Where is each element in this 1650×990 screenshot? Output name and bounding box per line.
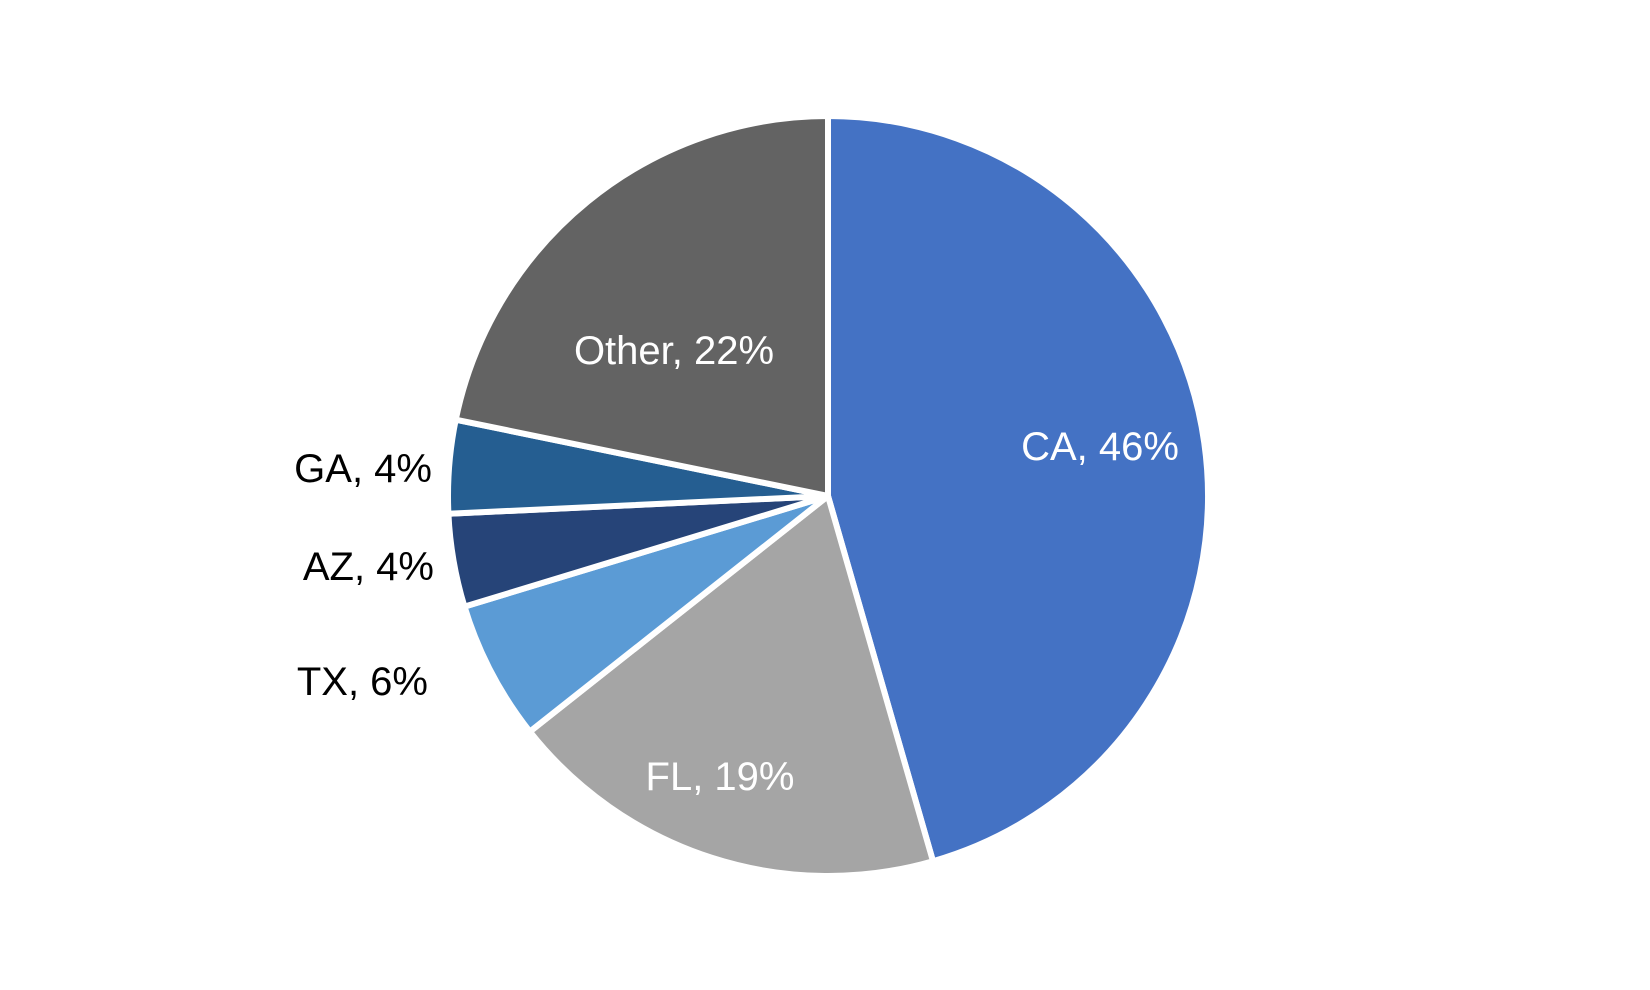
label-az: AZ, 4% (303, 545, 434, 589)
slice-other (452, 113, 831, 499)
label-ca: CA, 46% (1021, 425, 1179, 469)
pie-slices (445, 113, 1211, 879)
label-fl: FL, 19% (646, 755, 795, 799)
slice-fl (526, 493, 936, 879)
label-ga: GA, 4% (294, 447, 432, 491)
slice-ca (825, 113, 1211, 865)
label-tx: TX, 6% (297, 660, 428, 704)
label-other: Other, 22% (574, 329, 774, 373)
